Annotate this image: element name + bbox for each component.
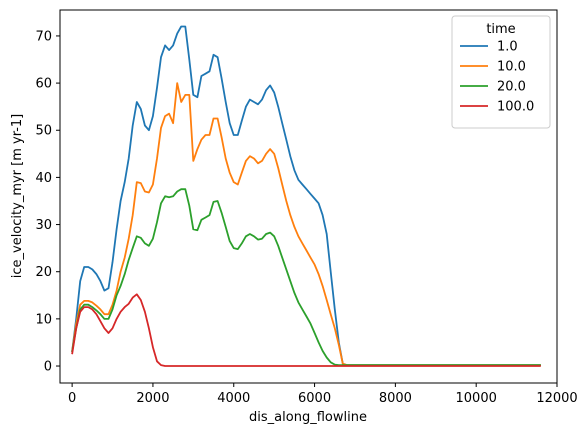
x-axis: 0 2000 4000 6000 8000 10000 12000 bbox=[68, 383, 578, 406]
series-line-1-0 bbox=[71, 25, 541, 366]
x-tick-label: 12000 bbox=[536, 391, 577, 406]
y-tick-label: 30 bbox=[35, 218, 52, 233]
legend-entries: 1.0 10.0 20.0 100.0 bbox=[460, 40, 534, 115]
series-line-20-0 bbox=[71, 188, 541, 366]
y-axis-label: ice_velocity_myr [m yr-1] bbox=[10, 114, 25, 279]
y-tick-label: 60 bbox=[35, 77, 52, 92]
y-tick-label: 50 bbox=[35, 124, 52, 139]
y-tick-label: 70 bbox=[35, 29, 52, 44]
x-tick-label: 10000 bbox=[456, 391, 497, 406]
legend-label: 20.0 bbox=[497, 80, 526, 95]
plot-lines bbox=[71, 25, 541, 367]
x-tick-label: 0 bbox=[68, 391, 76, 406]
y-tick-label: 10 bbox=[35, 312, 52, 327]
x-axis-label: dis_along_flowline bbox=[249, 410, 367, 425]
y-tick-label: 20 bbox=[35, 265, 52, 280]
x-tick-label: 2000 bbox=[136, 391, 169, 406]
legend-frame bbox=[451, 15, 551, 129]
y-axis: 0 10 20 30 40 50 60 70 bbox=[35, 29, 60, 375]
legend-label: 1.0 bbox=[497, 40, 518, 55]
y-tick-label: 40 bbox=[35, 171, 52, 186]
x-tick-label: 8000 bbox=[379, 391, 412, 406]
legend-label: 10.0 bbox=[497, 60, 526, 75]
series-line-100-0 bbox=[71, 293, 541, 367]
plot-area-frame bbox=[59, 9, 558, 384]
legend-label: 100.0 bbox=[497, 100, 534, 115]
legend: time 1.0 10.0 20.0 100.0 bbox=[451, 15, 551, 129]
legend-title: time bbox=[486, 22, 515, 37]
y-tick-label: 0 bbox=[44, 360, 52, 375]
series-line-10-0 bbox=[71, 82, 541, 366]
x-tick-label: 4000 bbox=[217, 391, 250, 406]
x-tick-label: 6000 bbox=[298, 391, 331, 406]
